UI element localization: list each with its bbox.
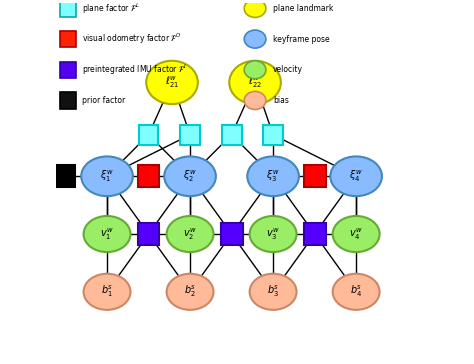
Ellipse shape bbox=[250, 216, 297, 252]
Text: $b^s_3$: $b^s_3$ bbox=[267, 284, 279, 300]
Text: $\xi^w_2$: $\xi^w_2$ bbox=[183, 169, 197, 184]
Text: $\ell^w_{21}$: $\ell^w_{21}$ bbox=[165, 75, 179, 90]
Text: preintegrated IMU factor $\mathcal{F}^I$: preintegrated IMU factor $\mathcal{F}^I$ bbox=[82, 63, 187, 77]
Ellipse shape bbox=[83, 216, 130, 252]
FancyBboxPatch shape bbox=[53, 165, 74, 187]
Ellipse shape bbox=[164, 157, 216, 196]
Ellipse shape bbox=[146, 61, 198, 104]
Ellipse shape bbox=[330, 157, 382, 196]
Text: bias: bias bbox=[273, 96, 289, 105]
Ellipse shape bbox=[333, 216, 380, 252]
Ellipse shape bbox=[166, 274, 213, 310]
Text: $v^w_1$: $v^w_1$ bbox=[100, 226, 114, 242]
Ellipse shape bbox=[83, 274, 130, 310]
Ellipse shape bbox=[250, 274, 297, 310]
FancyBboxPatch shape bbox=[60, 92, 76, 108]
FancyBboxPatch shape bbox=[138, 125, 158, 145]
FancyBboxPatch shape bbox=[137, 223, 159, 245]
Text: $b^s_1$: $b^s_1$ bbox=[101, 284, 113, 300]
Text: keyframe pose: keyframe pose bbox=[273, 35, 330, 44]
Ellipse shape bbox=[166, 216, 213, 252]
Text: $\xi^w_3$: $\xi^w_3$ bbox=[266, 169, 280, 184]
FancyBboxPatch shape bbox=[304, 165, 326, 187]
Text: visual odometry factor $\mathcal{F}^O$: visual odometry factor $\mathcal{F}^O$ bbox=[82, 32, 182, 46]
Ellipse shape bbox=[229, 61, 281, 104]
Text: $\xi^w_1$: $\xi^w_1$ bbox=[100, 169, 114, 184]
FancyBboxPatch shape bbox=[180, 125, 200, 145]
Text: $v^w_2$: $v^w_2$ bbox=[183, 226, 197, 242]
Text: $b^s_2$: $b^s_2$ bbox=[184, 284, 196, 300]
Ellipse shape bbox=[333, 274, 380, 310]
Text: velocity: velocity bbox=[273, 65, 303, 74]
Text: plane factor $\mathcal{F}^L$: plane factor $\mathcal{F}^L$ bbox=[82, 1, 140, 16]
FancyBboxPatch shape bbox=[137, 165, 159, 187]
Text: $v^w_4$: $v^w_4$ bbox=[349, 226, 363, 242]
Ellipse shape bbox=[81, 157, 133, 196]
Text: $b^s_4$: $b^s_4$ bbox=[350, 284, 362, 300]
FancyBboxPatch shape bbox=[60, 62, 76, 78]
Text: $v^w_3$: $v^w_3$ bbox=[266, 226, 280, 242]
Ellipse shape bbox=[244, 61, 266, 79]
FancyBboxPatch shape bbox=[221, 223, 243, 245]
Text: plane landmark: plane landmark bbox=[273, 4, 334, 13]
FancyBboxPatch shape bbox=[304, 223, 326, 245]
FancyBboxPatch shape bbox=[222, 125, 242, 145]
Text: prior factor: prior factor bbox=[82, 96, 125, 105]
Ellipse shape bbox=[244, 0, 266, 17]
Text: $\ell^w_{22}$: $\ell^w_{22}$ bbox=[248, 75, 262, 90]
Ellipse shape bbox=[244, 91, 266, 110]
FancyBboxPatch shape bbox=[60, 0, 76, 16]
Ellipse shape bbox=[247, 157, 299, 196]
Text: $\xi^w_4$: $\xi^w_4$ bbox=[349, 169, 363, 184]
Ellipse shape bbox=[244, 30, 266, 48]
FancyBboxPatch shape bbox=[263, 125, 283, 145]
FancyBboxPatch shape bbox=[60, 31, 76, 47]
